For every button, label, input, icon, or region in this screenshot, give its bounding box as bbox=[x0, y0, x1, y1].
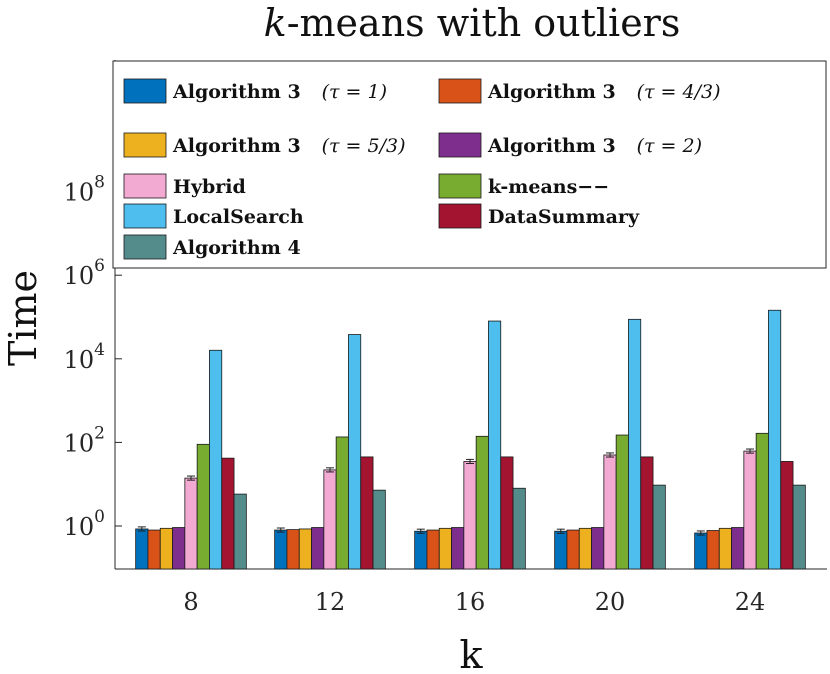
bar bbox=[566, 529, 580, 570]
bar bbox=[135, 528, 149, 570]
legend-swatch bbox=[438, 173, 482, 199]
legend-label: Hybrid bbox=[173, 176, 246, 198]
bar bbox=[172, 527, 186, 570]
bar bbox=[500, 456, 514, 570]
x-tick-label: 24 bbox=[735, 588, 766, 616]
legend: Algorithm 3 (τ = 1) Algorithm 3 (τ = 4/3) Al… bbox=[112, 60, 827, 269]
legend-math: (τ = 1) bbox=[322, 81, 387, 103]
bar bbox=[159, 527, 173, 570]
bar bbox=[554, 530, 568, 570]
bar bbox=[451, 527, 465, 570]
bar bbox=[694, 532, 708, 570]
legend-label: k-means−− bbox=[488, 176, 609, 198]
bar bbox=[628, 318, 642, 570]
bar bbox=[147, 529, 161, 570]
legend-swatch bbox=[123, 203, 167, 229]
bar bbox=[755, 432, 769, 570]
legend-math: (τ = 4/3) bbox=[637, 81, 721, 103]
bar bbox=[335, 436, 349, 570]
bar bbox=[348, 334, 362, 570]
bar bbox=[512, 487, 526, 570]
bar bbox=[298, 528, 312, 570]
legend-math: (τ = 2) bbox=[637, 135, 702, 157]
bar bbox=[706, 530, 720, 570]
bar bbox=[196, 443, 210, 570]
legend-label: Algorithm 4 bbox=[172, 237, 301, 259]
bar bbox=[652, 484, 666, 570]
bar bbox=[780, 461, 794, 570]
bar bbox=[591, 527, 605, 570]
y-tick-label: 106 bbox=[64, 256, 105, 290]
bar bbox=[360, 456, 374, 570]
x-tick-label: 16 bbox=[455, 588, 486, 616]
legend-label: Algorithm 3 bbox=[487, 135, 616, 157]
bar bbox=[311, 527, 325, 570]
y-tick-label: 108 bbox=[64, 173, 105, 207]
bar bbox=[731, 527, 745, 570]
bar bbox=[414, 530, 428, 570]
bar bbox=[578, 527, 592, 570]
bar bbox=[768, 309, 782, 570]
bar bbox=[286, 529, 300, 570]
legend-math: (τ = 5/3) bbox=[322, 135, 406, 157]
bar bbox=[209, 349, 223, 570]
legend-label: Algorithm 3 bbox=[172, 81, 301, 103]
legend-swatch bbox=[123, 173, 167, 199]
bar bbox=[718, 527, 732, 570]
x-axis-label: k bbox=[459, 633, 483, 674]
legend-label: Algorithm 3 bbox=[487, 81, 616, 103]
bar bbox=[743, 450, 757, 570]
y-tick-label: 104 bbox=[64, 340, 105, 374]
legend-swatch bbox=[438, 203, 482, 229]
plot-area: 100 102 104 106 108 8 12 16 20 24 bbox=[64, 60, 827, 616]
bar bbox=[463, 461, 477, 570]
legend-swatch bbox=[123, 78, 167, 104]
legend-label: DataSummary bbox=[488, 206, 640, 228]
bar bbox=[792, 484, 806, 570]
bar bbox=[274, 529, 288, 570]
legend-label: LocalSearch bbox=[173, 206, 304, 228]
bar bbox=[184, 477, 198, 570]
x-tick-label: 20 bbox=[595, 588, 626, 616]
bar bbox=[475, 435, 489, 570]
chart-title: k-means with outliers bbox=[264, 1, 681, 45]
bar bbox=[603, 454, 617, 570]
x-tick-label: 8 bbox=[183, 588, 198, 616]
legend-swatch bbox=[123, 234, 167, 260]
legend-label: Algorithm 3 bbox=[172, 135, 301, 157]
x-tick-label: 12 bbox=[315, 588, 346, 616]
bar bbox=[640, 456, 654, 570]
bar bbox=[488, 320, 502, 570]
legend-swatch bbox=[123, 132, 167, 158]
bar bbox=[615, 434, 629, 570]
bar bbox=[372, 489, 386, 570]
legend-swatch bbox=[438, 78, 482, 104]
y-tick-label: 100 bbox=[64, 507, 105, 541]
bar bbox=[438, 527, 452, 570]
y-tick-label: 102 bbox=[64, 423, 105, 457]
bar bbox=[323, 469, 337, 570]
bar bbox=[233, 493, 247, 570]
bar bbox=[426, 529, 440, 570]
y-axis-label: Time bbox=[1, 270, 45, 366]
legend-swatch bbox=[438, 132, 482, 158]
bar bbox=[221, 457, 235, 570]
